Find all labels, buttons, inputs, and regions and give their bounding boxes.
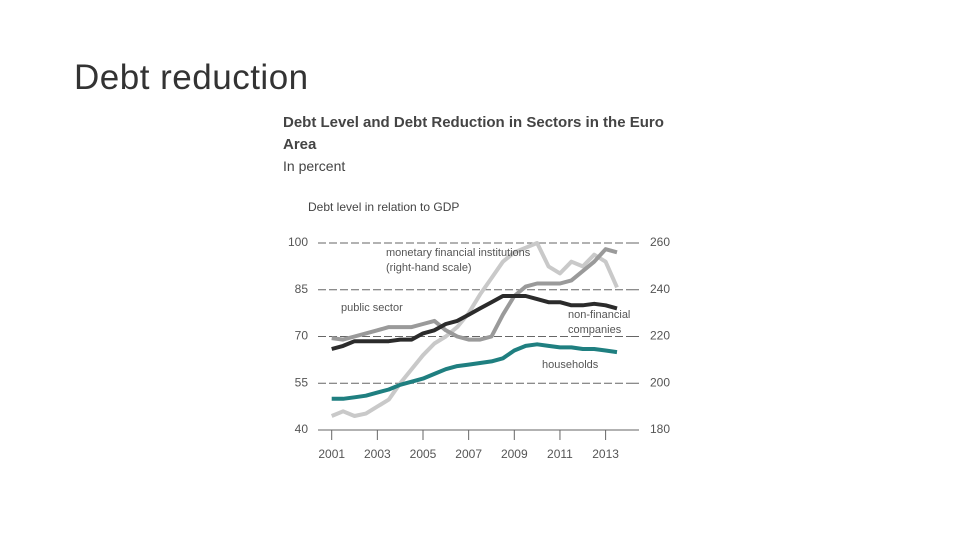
y-axis-title: Debt level in relation to GDP — [308, 200, 460, 214]
series-label: monetary financial institutions (right-h… — [386, 247, 531, 274]
x-tick-label: 2007 — [455, 447, 482, 461]
chart-title: Debt Level and Debt Reduction in Sectors… — [283, 114, 664, 153]
x-tick-label: 2003 — [364, 447, 391, 461]
series-label: non-financial companies — [568, 309, 631, 336]
y-tick-label: 40 — [295, 422, 309, 436]
y2-tick-label: 180 — [650, 422, 670, 436]
x-tick-label: 2013 — [592, 447, 619, 461]
y-tick-label: 100 — [288, 235, 308, 249]
x-tick-label: 2011 — [547, 447, 573, 461]
series-line — [331, 247, 618, 342]
y2-tick-label: 200 — [650, 375, 670, 389]
y2-tick-label: 240 — [650, 282, 670, 296]
chart-subtitle: In percent — [283, 158, 346, 174]
series-label: households — [542, 359, 599, 371]
x-tick-label: 2005 — [410, 447, 437, 461]
series-label: public sector — [341, 302, 403, 314]
series-line — [331, 294, 618, 351]
y-tick-label: 55 — [295, 375, 309, 389]
y2-tick-label: 260 — [650, 235, 670, 249]
series-line — [330, 241, 619, 418]
x-tick-label: 2009 — [501, 447, 528, 461]
y2-tick-label: 220 — [650, 329, 670, 343]
series-line — [331, 342, 618, 401]
y-tick-label: 70 — [295, 329, 309, 343]
y-tick-label: 85 — [295, 282, 309, 296]
slide-title: Debt reduction — [74, 58, 309, 97]
x-tick-label: 2001 — [318, 447, 345, 461]
